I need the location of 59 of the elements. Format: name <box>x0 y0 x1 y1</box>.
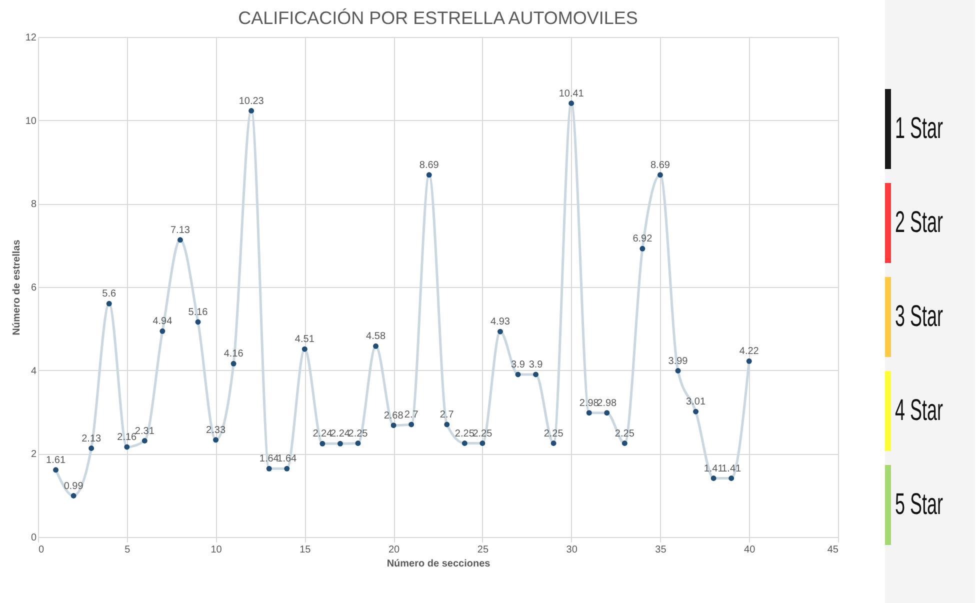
x-tick-label: 15 <box>300 544 312 556</box>
y-tick-label: 12 <box>25 32 37 44</box>
data-label: 2.98 <box>579 398 600 409</box>
data-label: 5.6 <box>102 288 116 300</box>
data-label: 4.22 <box>739 346 760 358</box>
x-tick-label: 20 <box>388 544 400 556</box>
y-tick-label: 8 <box>30 199 37 210</box>
data-label: 5.16 <box>188 307 208 318</box>
data-label: 10.23 <box>238 96 264 107</box>
data-label: 6.92 <box>632 234 653 245</box>
data-label: 2.31 <box>134 426 155 437</box>
data-label: 2.25 <box>472 428 493 440</box>
data-label: 2.98 <box>597 398 618 409</box>
data-label: 2.25 <box>454 428 475 440</box>
y-tick-label: 0 <box>30 532 37 544</box>
y-tick-label: 4 <box>30 366 37 377</box>
data-label: 4.58 <box>366 331 386 342</box>
data-label: 1.64 <box>259 454 280 465</box>
data-label: 0.99 <box>64 480 84 492</box>
x-tick-label: 35 <box>655 544 667 556</box>
x-tick-label: 0 <box>38 544 44 556</box>
data-label: 2.7 <box>404 410 419 420</box>
data-label: 8.69 <box>419 160 440 171</box>
x-tick-label: 5 <box>124 544 131 556</box>
data-label: 1.41 <box>704 463 724 474</box>
data-label: 4.93 <box>490 316 510 328</box>
data-label: 2.68 <box>384 410 404 422</box>
data-label: 2.25 <box>614 428 635 440</box>
data-label: 1.61 <box>46 454 66 466</box>
data-label: 8.69 <box>650 160 670 171</box>
y-tick-label: 6 <box>30 282 37 294</box>
data-label: 4.16 <box>224 348 244 360</box>
x-tick-label: 10 <box>210 544 222 556</box>
data-label: 3.99 <box>668 356 688 367</box>
x-tick-label: 45 <box>827 544 839 556</box>
data-label: 2.13 <box>82 433 102 444</box>
star-rating-picture: 1 Star 2 Star 3 Star 4 Star 5 Star <box>885 0 975 603</box>
data-label: 3.9 <box>528 360 544 370</box>
data-label: 2.33 <box>206 424 226 436</box>
x-axis-title: Número de secciones <box>386 558 491 570</box>
chart-title: CALIFICACIÓN POR ESTRELLA AUTOMOVILES <box>238 8 638 28</box>
data-label: 4.94 <box>152 316 173 328</box>
x-tick-label: 40 <box>744 544 756 556</box>
x-tick-label: 30 <box>566 544 578 556</box>
data-label: 2.16 <box>117 432 138 443</box>
data-label: 2.24 <box>312 428 333 440</box>
data-label: 3.9 <box>511 360 526 370</box>
data-label: 7.13 <box>170 224 190 236</box>
data-label: 3.01 <box>686 396 706 408</box>
data-label: 2.7 <box>440 410 454 420</box>
data-label: 4.51 <box>294 334 315 346</box>
data-label: 2.25 <box>544 428 564 440</box>
data-label: 1.64 <box>277 454 298 465</box>
y-tick-label: 10 <box>25 116 37 127</box>
data-label: 10.41 <box>558 88 584 100</box>
y-axis-title: Número de estrellas <box>11 239 22 336</box>
data-label: 1.41 <box>722 463 742 474</box>
y-tick-label: 2 <box>30 449 37 460</box>
x-tick-label: 25 <box>477 544 489 556</box>
